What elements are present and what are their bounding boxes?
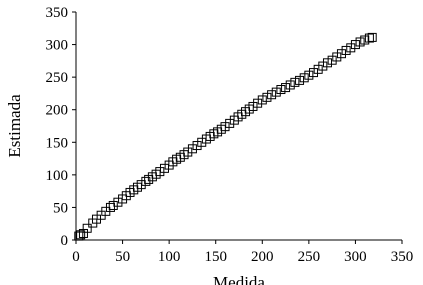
point bbox=[82, 223, 92, 233]
point bbox=[136, 180, 146, 190]
y-tick-label: 250 bbox=[46, 70, 69, 86]
point bbox=[346, 43, 356, 53]
point bbox=[299, 73, 309, 83]
point bbox=[276, 85, 286, 95]
point bbox=[76, 230, 86, 240]
point bbox=[304, 70, 314, 80]
point bbox=[318, 61, 328, 71]
point bbox=[313, 64, 323, 74]
point bbox=[159, 163, 169, 173]
y-tick-label: 350 bbox=[46, 5, 69, 21]
point bbox=[108, 200, 118, 210]
point bbox=[367, 32, 377, 42]
point bbox=[192, 141, 202, 151]
point bbox=[309, 68, 319, 78]
y-tick-label: 300 bbox=[46, 38, 69, 54]
point bbox=[262, 92, 272, 102]
point bbox=[187, 144, 197, 154]
point bbox=[267, 90, 277, 100]
point bbox=[322, 58, 332, 68]
point bbox=[336, 49, 346, 59]
point bbox=[341, 45, 351, 55]
x-tick-label: 250 bbox=[298, 249, 321, 265]
point bbox=[74, 231, 84, 241]
point bbox=[360, 35, 370, 45]
x-tick-label: 100 bbox=[158, 249, 181, 265]
point bbox=[332, 52, 342, 62]
point bbox=[105, 202, 115, 212]
point bbox=[220, 122, 230, 132]
point bbox=[281, 83, 291, 93]
point bbox=[350, 40, 360, 50]
point bbox=[248, 101, 258, 111]
point bbox=[364, 33, 374, 43]
y-tick-label: 200 bbox=[46, 103, 69, 119]
point bbox=[155, 167, 165, 177]
point bbox=[141, 176, 151, 186]
x-tick-label: 300 bbox=[344, 249, 367, 265]
y-tick-label: 0 bbox=[61, 233, 69, 249]
y-axis-label: Estimada bbox=[5, 94, 24, 158]
point bbox=[285, 80, 295, 90]
x-tick-label: 150 bbox=[204, 249, 227, 265]
point bbox=[197, 137, 207, 147]
x-tick-label: 350 bbox=[391, 249, 414, 265]
x-tick-label: 0 bbox=[72, 249, 80, 265]
point bbox=[113, 197, 123, 207]
x-axis-label: Medida bbox=[213, 273, 265, 285]
point bbox=[327, 55, 337, 65]
x-tick-label: 200 bbox=[251, 249, 274, 265]
x-tick-label: 50 bbox=[115, 249, 130, 265]
point bbox=[271, 87, 281, 97]
point bbox=[290, 77, 300, 87]
point bbox=[257, 95, 267, 105]
y-tick-label: 100 bbox=[46, 168, 69, 184]
point bbox=[295, 75, 305, 85]
point bbox=[183, 147, 193, 157]
y-tick-label: 50 bbox=[53, 200, 68, 216]
point bbox=[225, 118, 235, 128]
point bbox=[253, 98, 263, 108]
point bbox=[355, 37, 365, 47]
y-tick-label: 150 bbox=[46, 135, 69, 151]
